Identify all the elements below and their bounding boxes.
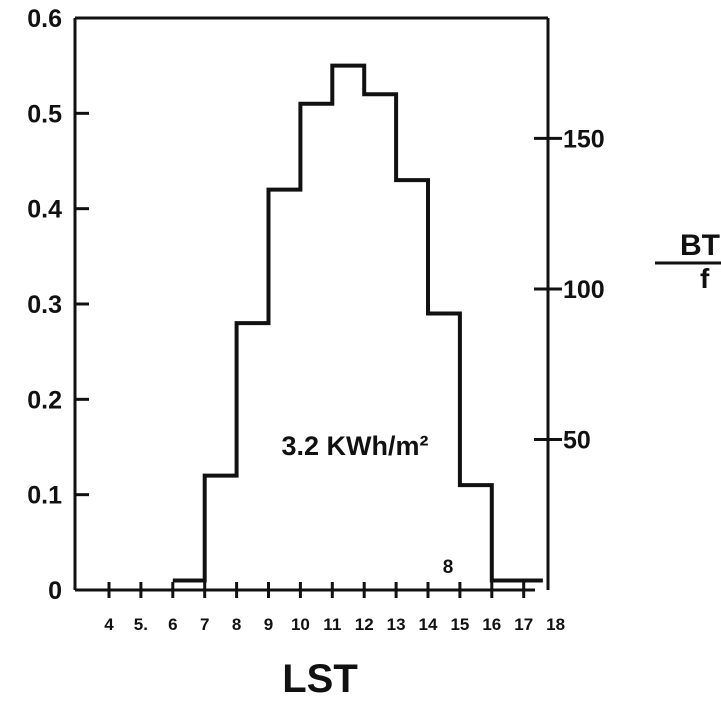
left-y-tick-label: 0 bbox=[48, 577, 62, 605]
left-y-tick-label: 0.3 bbox=[27, 291, 62, 319]
x-tick-label: 4 bbox=[104, 615, 114, 634]
left-y-tick-label: 0.2 bbox=[27, 386, 62, 414]
x-axis: 4 5. 6 7 8 9 10 11 12 13 14 15 16 17 18 bbox=[104, 582, 565, 634]
right-y-axis: 50 100 150 bbox=[534, 125, 605, 454]
total-energy-annotation: 3.2 KWh/m² bbox=[281, 431, 428, 461]
x-tick-label: 17 bbox=[514, 615, 533, 634]
left-y-tick-label: 0.4 bbox=[27, 196, 62, 224]
x-axis-label: LST bbox=[282, 657, 358, 701]
x-tick-label: 6 bbox=[168, 615, 177, 634]
series-group bbox=[172, 63, 543, 583]
right-y-tick-label: 150 bbox=[563, 125, 605, 153]
x-tick-label: 18 bbox=[546, 615, 565, 634]
x-tick-label: 9 bbox=[264, 615, 273, 634]
x-tick-label: 13 bbox=[387, 615, 406, 634]
left-y-axis: 0 0.1 0.2 0.3 0.4 0.5 0.6 bbox=[27, 5, 89, 605]
x-tick-label: 10 bbox=[291, 615, 310, 634]
handwritten-mark: 8 bbox=[443, 557, 454, 578]
right-y-tick-label: 100 bbox=[563, 276, 605, 304]
x-tick-label: 8 bbox=[232, 615, 241, 634]
left-y-tick-label: 0.6 bbox=[27, 5, 62, 33]
x-tick-label: 11 bbox=[323, 615, 341, 634]
right-y-tick-label: 50 bbox=[563, 426, 591, 454]
step-series-line bbox=[172, 63, 543, 583]
left-y-tick-label: 0.1 bbox=[27, 482, 62, 510]
x-tick-label: 7 bbox=[200, 615, 209, 634]
right-axis-label-numerator: BT bbox=[680, 229, 720, 262]
left-y-tick-label: 0.5 bbox=[27, 100, 62, 128]
x-tick-label: 5. bbox=[134, 615, 148, 634]
right-axis-label-denominator: f bbox=[700, 263, 710, 294]
x-tick-label: 14 bbox=[419, 615, 438, 634]
x-tick-label: 16 bbox=[482, 615, 501, 634]
x-tick-label: 12 bbox=[355, 615, 374, 634]
x-tick-label: 15 bbox=[450, 615, 469, 634]
